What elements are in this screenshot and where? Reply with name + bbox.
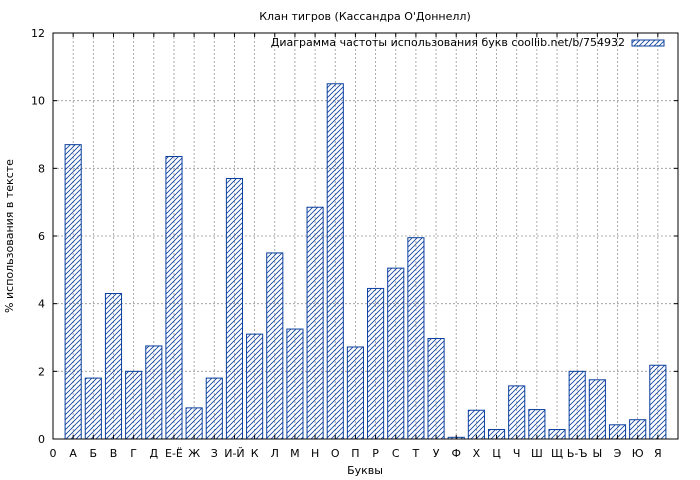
bar <box>64 144 82 440</box>
y-tick-label: 12 <box>31 27 45 40</box>
x-tick-label: Я <box>654 447 662 460</box>
bar <box>205 377 223 440</box>
bar <box>588 379 606 440</box>
x-tick-label: Ф <box>451 447 460 460</box>
x-tick-label: Ш <box>531 447 543 460</box>
x-axis-label: Буквы <box>347 464 383 477</box>
x-tick-label: Е-Ё <box>165 447 183 460</box>
x-tick-label: У <box>433 447 440 460</box>
bar <box>508 385 526 440</box>
x-tick-label: Х <box>473 447 481 460</box>
y-tick-label: 10 <box>31 95 45 108</box>
bar <box>286 328 304 440</box>
x-tick-label: П <box>351 447 359 460</box>
x-tick-label: С <box>392 447 400 460</box>
bar <box>649 364 667 440</box>
y-tick-label: 0 <box>38 433 45 446</box>
y-axis-ticks: 0 2 4 6 8 10 12 <box>31 27 678 446</box>
bar <box>104 293 123 440</box>
bar <box>467 409 485 440</box>
bar <box>145 345 163 440</box>
x-tick-label: З <box>211 447 218 460</box>
bar <box>407 237 425 440</box>
bar <box>185 407 203 440</box>
x-tick-label: Ю <box>632 447 644 460</box>
x-axis-ticks: 0 А Б В Г Д Е-Ё Ж З И-Й К Л М Н О П Р С Т У Ф Х Ц Ч Ш Щ Ь-Ъ Ы Э Ю Я <box>50 33 662 460</box>
bar <box>326 83 344 440</box>
y-tick-label: 4 <box>38 298 45 311</box>
x-tick-label: Щ <box>551 447 563 460</box>
bar <box>125 370 143 440</box>
legend-swatch <box>631 39 665 47</box>
bar <box>165 155 183 440</box>
x-tick-label: Р <box>372 447 379 460</box>
x-tick-label: Ц <box>492 447 501 460</box>
y-axis-label: % использования в тексте <box>3 159 16 313</box>
legend: Диаграмма частоты использования букв coo… <box>271 36 665 49</box>
bar <box>225 177 244 440</box>
x-tick-label: Л <box>271 447 279 460</box>
x-tick-label: Д <box>150 447 159 460</box>
x-tick-label: М <box>290 447 300 460</box>
chart-title: Клан тигров (Кассандра О'Доннелл) <box>259 10 471 23</box>
bar <box>427 338 445 440</box>
bar <box>568 370 586 440</box>
bar <box>528 409 546 440</box>
x-tick-label: Б <box>90 447 98 460</box>
x-tick-label: Н <box>311 447 319 460</box>
x-tick-label: К <box>251 447 259 460</box>
x-tick-label: Т <box>412 447 420 460</box>
x-tick-label: О <box>331 447 340 460</box>
x-tick-label: Г <box>130 447 137 460</box>
bar <box>306 206 324 440</box>
y-tick-label: 8 <box>38 162 45 175</box>
x-tick-label: Ч <box>513 447 521 460</box>
bar <box>266 252 284 440</box>
bar <box>387 267 405 440</box>
x-tick-label: Ы <box>592 447 602 460</box>
y-tick-label: 2 <box>38 365 45 378</box>
bar <box>367 287 385 440</box>
bar <box>246 333 264 440</box>
y-tick-label: 6 <box>38 230 45 243</box>
x-tick-label: В <box>110 447 118 460</box>
bar <box>84 377 102 440</box>
legend-label: Диаграмма частоты использования букв coo… <box>271 36 625 49</box>
x-tick-label: Ж <box>188 447 200 460</box>
x-tick-label: 0 <box>50 447 57 460</box>
x-tick-label: И-Й <box>224 447 244 460</box>
bar <box>346 346 364 440</box>
x-tick-label: Ь-Ъ <box>567 447 588 460</box>
x-tick-label: Э <box>614 447 622 460</box>
x-tick-label: А <box>69 447 77 460</box>
